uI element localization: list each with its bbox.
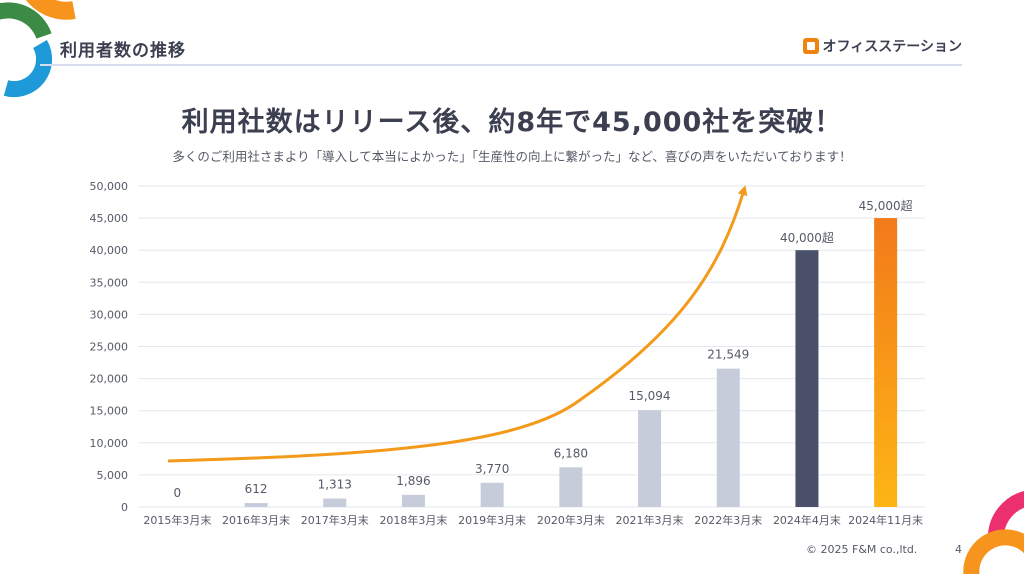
y-tick-label: 15,000: [90, 405, 129, 418]
x-tick-label: 2022年3月末: [694, 513, 762, 527]
header-divider: [40, 64, 962, 66]
x-tick-label: 2021年3月末: [616, 513, 684, 527]
data-label: 6,180: [554, 446, 588, 460]
bar: [795, 250, 819, 507]
headline: 利用社数はリリース後、約8年で45,000社を突破！: [181, 107, 843, 138]
x-tick-label: 2020年3月末: [537, 513, 605, 527]
y-tick-label: 20,000: [90, 373, 129, 386]
x-axis-ticks: 2015年3月末 2016年3月末 2017年3月末 2018年3月末 2019年3月末…: [143, 513, 923, 527]
value-labels: 0 612 1,313 1,896 3,770 6,180 15,094 21,549 40,0…: [174, 198, 913, 500]
data-label: 0: [174, 486, 182, 500]
x-tick-label: 2019年3月末: [458, 513, 526, 527]
y-tick-label: 35,000: [90, 276, 129, 289]
y-tick-label: 40,000: [90, 244, 129, 257]
subheadline: 多くのご利用社さまより「導入して本当によかった」「生産性の向上に繋がった」など、…: [172, 149, 852, 164]
bars: [244, 218, 898, 507]
data-label: 612: [245, 482, 268, 496]
y-tick-label: 45,000: [90, 212, 129, 225]
y-tick-label: 5,000: [97, 469, 129, 482]
y-tick-label: 30,000: [90, 308, 129, 321]
x-tick-label: 2017年3月末: [301, 513, 369, 527]
x-tick-label: 2015年3月末: [143, 513, 211, 527]
data-label: 3,770: [475, 462, 509, 476]
data-label: 1,896: [396, 474, 430, 488]
deco-orange-ring: [26, 0, 76, 20]
trend-arrow: [167, 185, 748, 463]
y-tick-label: 50,000: [90, 180, 129, 193]
y-tick-label: 10,000: [90, 437, 129, 450]
bar: [244, 503, 268, 507]
y-tick-label: 0: [121, 501, 128, 514]
x-tick-label: 2016年3月末: [222, 513, 290, 527]
bar: [874, 218, 898, 507]
deco-orange-arc: [963, 529, 1024, 574]
bar: [480, 482, 504, 507]
brand-logo: オフィスステーション: [802, 36, 962, 56]
x-tick-label: 2024年11月末: [848, 513, 923, 527]
data-label: 21,549: [707, 348, 749, 362]
x-tick-label: 2018年3月末: [379, 513, 447, 527]
bar: [323, 498, 347, 507]
page-number: 4: [955, 543, 962, 556]
deco-green-arc: [0, 2, 52, 40]
data-label: 40,000超: [780, 230, 834, 245]
brand-square-icon: [802, 38, 819, 54]
y-axis-ticks: 0 5,000 10,000 15,000 20,000 25,000 30,000 35,0…: [90, 180, 129, 514]
bar: [638, 410, 662, 507]
copyright: © 2025 F&M co.,ltd.: [806, 543, 918, 556]
bar: [716, 368, 740, 507]
brand-name: オフィスステーション: [822, 39, 962, 55]
y-tick-label: 25,000: [90, 341, 129, 354]
bar: [401, 494, 425, 507]
page-title: 利用者数の推移: [60, 41, 186, 61]
data-label: 15,094: [629, 389, 671, 403]
x-tick-label: 2024年4月末: [773, 513, 841, 527]
data-label: 1,313: [318, 478, 352, 492]
deco-blue-arc: [3, 39, 53, 98]
bar: [559, 467, 583, 507]
grid-lines: [138, 185, 925, 508]
data-label: 45,000超: [859, 198, 913, 213]
